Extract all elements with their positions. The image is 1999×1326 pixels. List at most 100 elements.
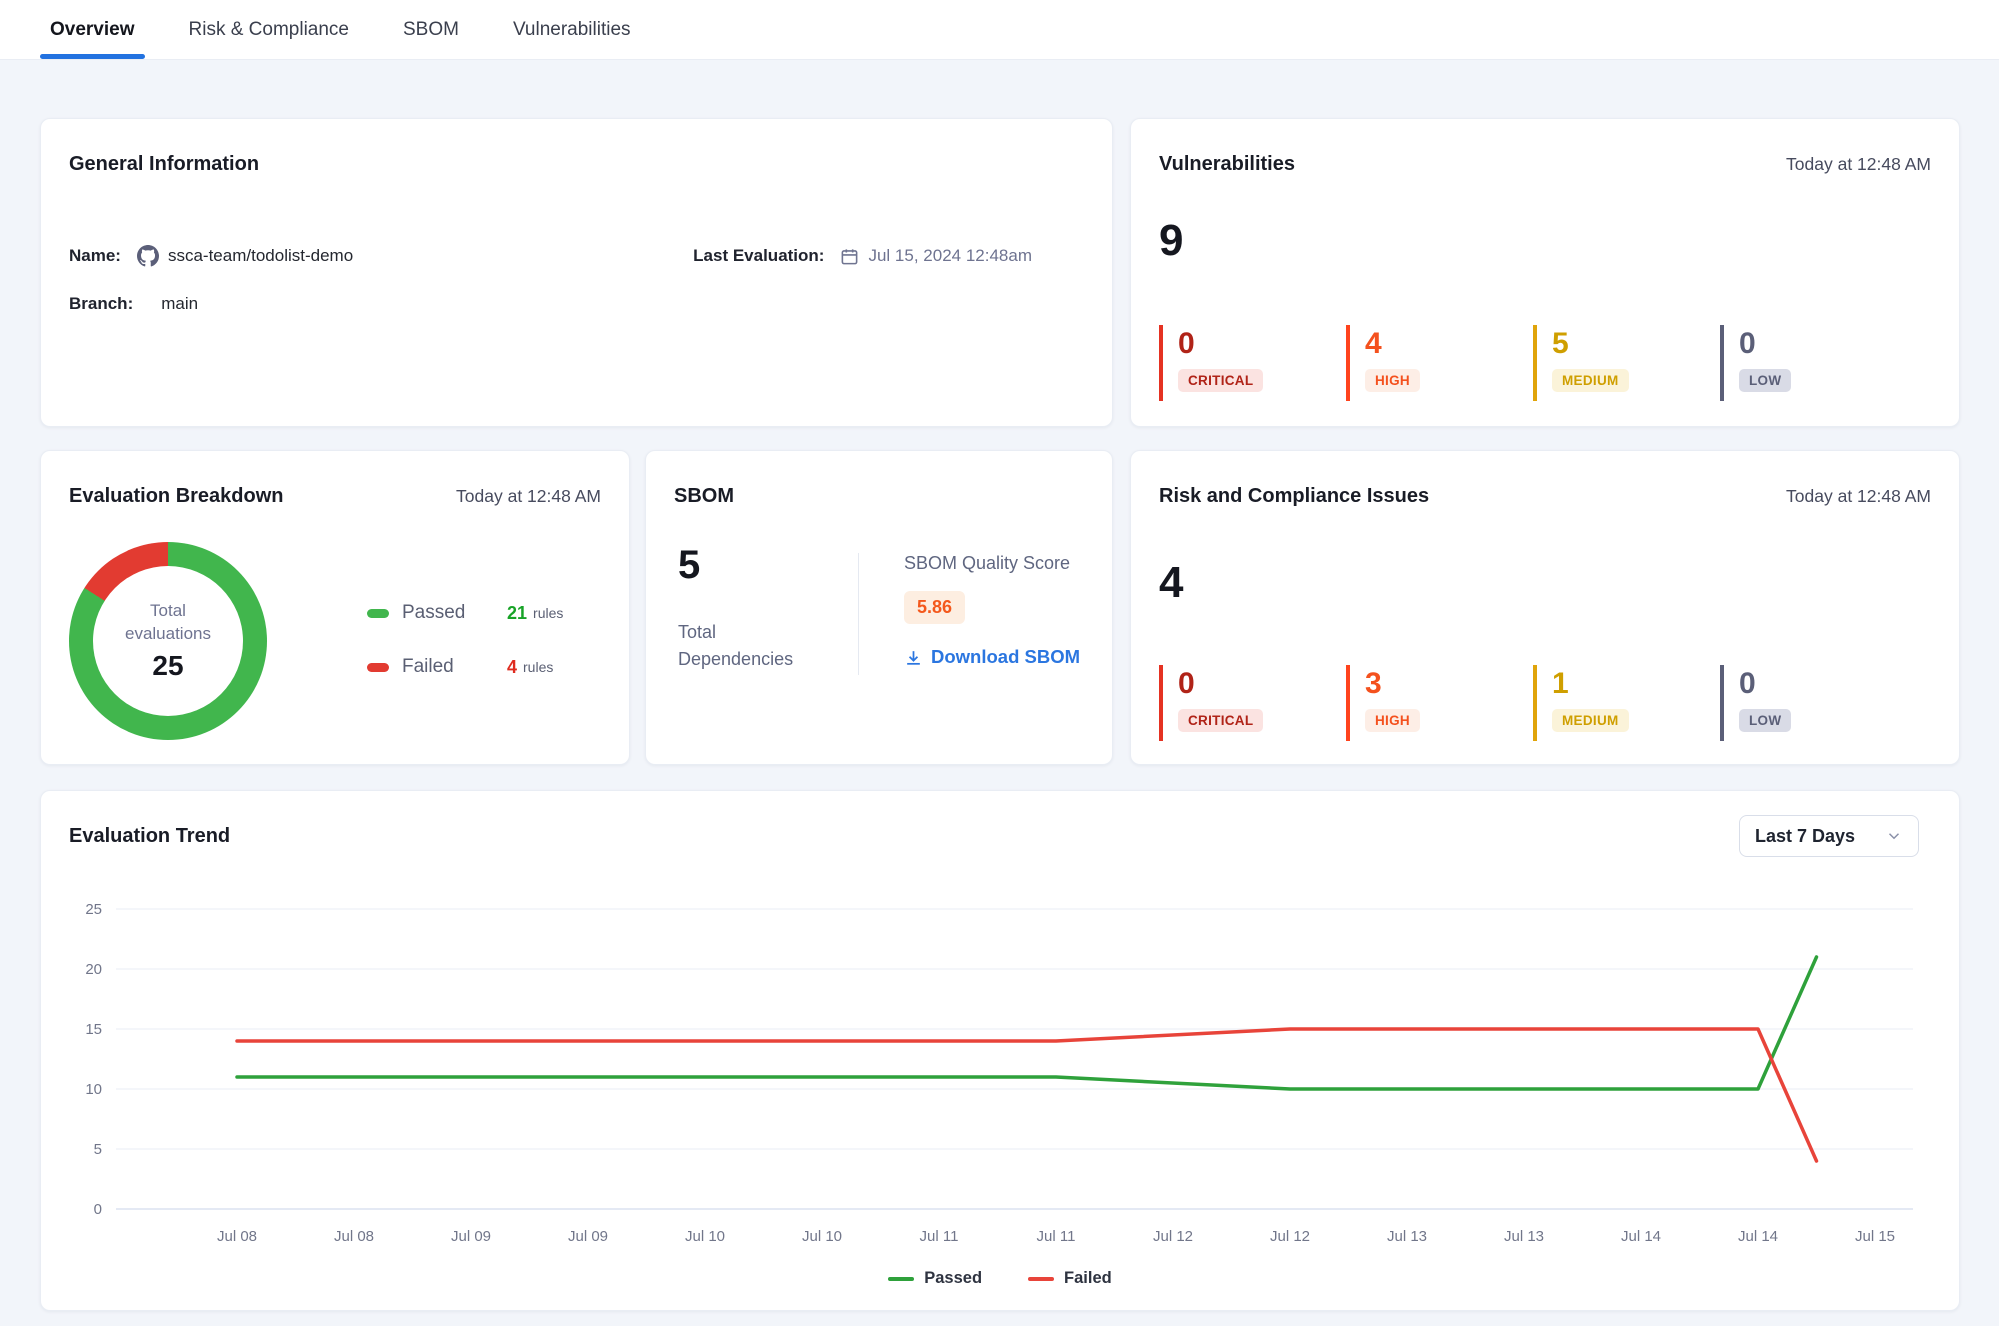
- general-information-card: General Information Name: ssca-team/todo…: [40, 118, 1113, 427]
- failed-line-swatch: [1028, 1276, 1055, 1281]
- evaluation-trend-chart: 0 5 10 15 20 25 Jul 08 Jul 08 Jul 09 Jul 09 Jul 10…: [85, 901, 1913, 1245]
- risk-compliance-card: Risk and Compliance Issues Today at 12:4…: [1130, 450, 1960, 765]
- severity-count-low: 0: [1739, 667, 1756, 700]
- branch-value: main: [161, 294, 199, 313]
- severity-count-critical: 0: [1178, 667, 1195, 700]
- last-evaluation-label: Last Evaluation:: [693, 246, 825, 265]
- severity-badge-high: HIGH: [1365, 709, 1420, 732]
- name-label: Name:: [69, 246, 121, 265]
- tab-bar: Overview Risk & Compliance SBOM Vulnerabili…: [0, 0, 1999, 60]
- donut-center-label-2: evaluations: [124, 624, 211, 643]
- repo-name-text: ssca-team/todolist-demo: [167, 246, 354, 265]
- total-evaluations-count: 25: [152, 649, 184, 681]
- y-axis-label-20: 20: [85, 961, 102, 978]
- severity-badge-critical: CRITICAL: [1178, 369, 1264, 392]
- severity-badge-low: LOW: [1739, 709, 1792, 732]
- x-axis-label-8: Jul 12: [1153, 1228, 1193, 1245]
- severity-item-critical: 0 CRITICAL: [1159, 665, 1346, 741]
- legend-label: Passed: [402, 602, 466, 623]
- severity-item-critical: 0 CRITICAL: [1159, 325, 1346, 401]
- risk-compliance-total: 4: [1159, 558, 1184, 607]
- total-dependencies-label: Total Dependencies: [678, 622, 794, 669]
- severity-count-high: 4: [1365, 327, 1382, 360]
- legend-label: Failed: [402, 656, 454, 677]
- series-line-failed: [235, 1027, 1819, 1163]
- x-axis-label-0: Jul 08: [217, 1228, 257, 1245]
- trend-legend-label: Passed: [924, 1269, 983, 1287]
- risk-compliance-title: Risk and Compliance Issues: [1159, 485, 1430, 507]
- x-axis-label-3: Jul 09: [568, 1228, 608, 1245]
- y-axis-label-10: 10: [85, 1081, 102, 1098]
- severity-item-low: 0 LOW: [1720, 665, 1907, 741]
- total-dependencies-count: 5: [678, 543, 701, 587]
- legend-count: 21: [507, 602, 528, 623]
- tab-sbom[interactable]: SBOM: [403, 18, 459, 40]
- trend-legend-passed: Passed: [888, 1269, 982, 1288]
- series-line-passed: [235, 955, 1819, 1091]
- vulnerabilities-timestamp: Today at 12:48 AM: [1786, 154, 1931, 174]
- donut-center-label-1: Total: [150, 601, 186, 621]
- dashboard-content: General Information Name: ssca-team/todo…: [0, 60, 1999, 1326]
- time-range-value: Last 7 Days: [1755, 825, 1856, 846]
- x-axis-label-5: Jul 10: [802, 1228, 842, 1245]
- severity-item-high: 4 HIGH: [1346, 325, 1533, 401]
- severity-count-high: 3: [1365, 667, 1382, 700]
- passed-line-swatch: [888, 1276, 915, 1281]
- sbom-title: SBOM: [674, 485, 734, 507]
- x-axis-label-4: Jul 10: [685, 1228, 725, 1245]
- risk-compliance-timestamp: Today at 12:48 AM: [1786, 486, 1931, 506]
- time-range-dropdown[interactable]: Last 7 Days: [1739, 815, 1919, 857]
- breakdown-legend: Passed 21 rules Failed 4 rules: [367, 601, 563, 709]
- branch-label: Branch:: [69, 294, 134, 313]
- x-axis-label-11: Jul 13: [1504, 1228, 1544, 1245]
- evaluation-trend-card: Evaluation Trend Last 7 Days 0 5 10 15 20 25 J…: [40, 790, 1960, 1311]
- evaluation-breakdown-timestamp: Today at 12:48 AM: [456, 486, 601, 506]
- passed-legend-pill: [367, 608, 389, 618]
- general-information-title: General Information: [69, 153, 260, 175]
- legend-unit: rules: [523, 659, 554, 675]
- sbom-card: SBOM 5 Total Dependencies SBOM Quality S…: [645, 450, 1113, 765]
- severity-badge-high: HIGH: [1365, 369, 1420, 392]
- sbom-divider: [858, 553, 859, 675]
- severity-badge-medium: MEDIUM: [1552, 369, 1629, 392]
- general-info-fields: Name: ssca-team/todolist-demo Last Evalu…: [69, 241, 1084, 337]
- severity-count-low: 0: [1739, 327, 1756, 360]
- vulnerabilities-title: Vulnerabilities: [1159, 153, 1295, 175]
- download-sbom-link[interactable]: Download SBOM: [904, 646, 1080, 668]
- severity-badge-low: LOW: [1739, 369, 1792, 392]
- x-axis-label-13: Jul 14: [1738, 1228, 1778, 1245]
- severity-item-low: 0 LOW: [1720, 325, 1907, 401]
- evaluation-breakdown-title: Evaluation Breakdown: [69, 485, 284, 507]
- risk-compliance-severity-row: 0 CRITICAL 3 HIGH 1 MEDIUM 0 LOW: [1159, 665, 1907, 741]
- severity-count-medium: 1: [1552, 667, 1569, 700]
- sbom-quality-score-label: SBOM Quality Score: [904, 553, 1071, 573]
- vulnerabilities-card: Vulnerabilities Today at 12:48 AM 9 0 CRI…: [1130, 118, 1960, 427]
- x-axis-label-12: Jul 14: [1621, 1228, 1661, 1245]
- severity-count-critical: 0: [1178, 327, 1195, 360]
- trend-legend: Passed Failed: [41, 1269, 1959, 1288]
- severity-count-medium: 5: [1552, 327, 1569, 360]
- breakdown-legend-failed: Failed 4 rules: [367, 655, 563, 679]
- download-icon: [907, 650, 920, 665]
- trend-legend-label: Failed: [1064, 1269, 1112, 1287]
- repo-name-value: ssca-team/todolist-demo: [136, 245, 354, 267]
- legend-count: 4: [507, 656, 518, 677]
- tab-risk-compliance[interactable]: Risk & Compliance: [188, 18, 350, 40]
- vulnerabilities-severity-row: 0 CRITICAL 4 HIGH 5 MEDIUM 0 LOW: [1159, 325, 1907, 401]
- tab-overview[interactable]: Overview: [40, 0, 145, 59]
- evaluations-donut-chart: Total evaluations 25: [69, 542, 267, 740]
- evaluation-trend-title: Evaluation Trend: [69, 825, 231, 847]
- evaluation-breakdown-card: Evaluation Breakdown Today at 12:48 AM T…: [40, 450, 630, 765]
- tab-vulnerabilities[interactable]: Vulnerabilities: [512, 18, 631, 40]
- severity-item-medium: 1 MEDIUM: [1533, 665, 1720, 741]
- sbom-quality-score-badge: 5.86: [904, 591, 966, 624]
- severity-item-high: 3 HIGH: [1346, 665, 1533, 741]
- y-axis-label-25: 25: [85, 901, 102, 918]
- y-axis-label-15: 15: [85, 1021, 102, 1038]
- download-sbom-label: Download SBOM: [931, 646, 1081, 667]
- severity-item-medium: 5 MEDIUM: [1533, 325, 1720, 401]
- breakdown-legend-passed: Passed 21 rules: [367, 601, 563, 625]
- x-axis-label-1: Jul 08: [334, 1228, 374, 1245]
- severity-badge-critical: CRITICAL: [1178, 709, 1264, 732]
- vulnerabilities-total: 9: [1159, 216, 1184, 265]
